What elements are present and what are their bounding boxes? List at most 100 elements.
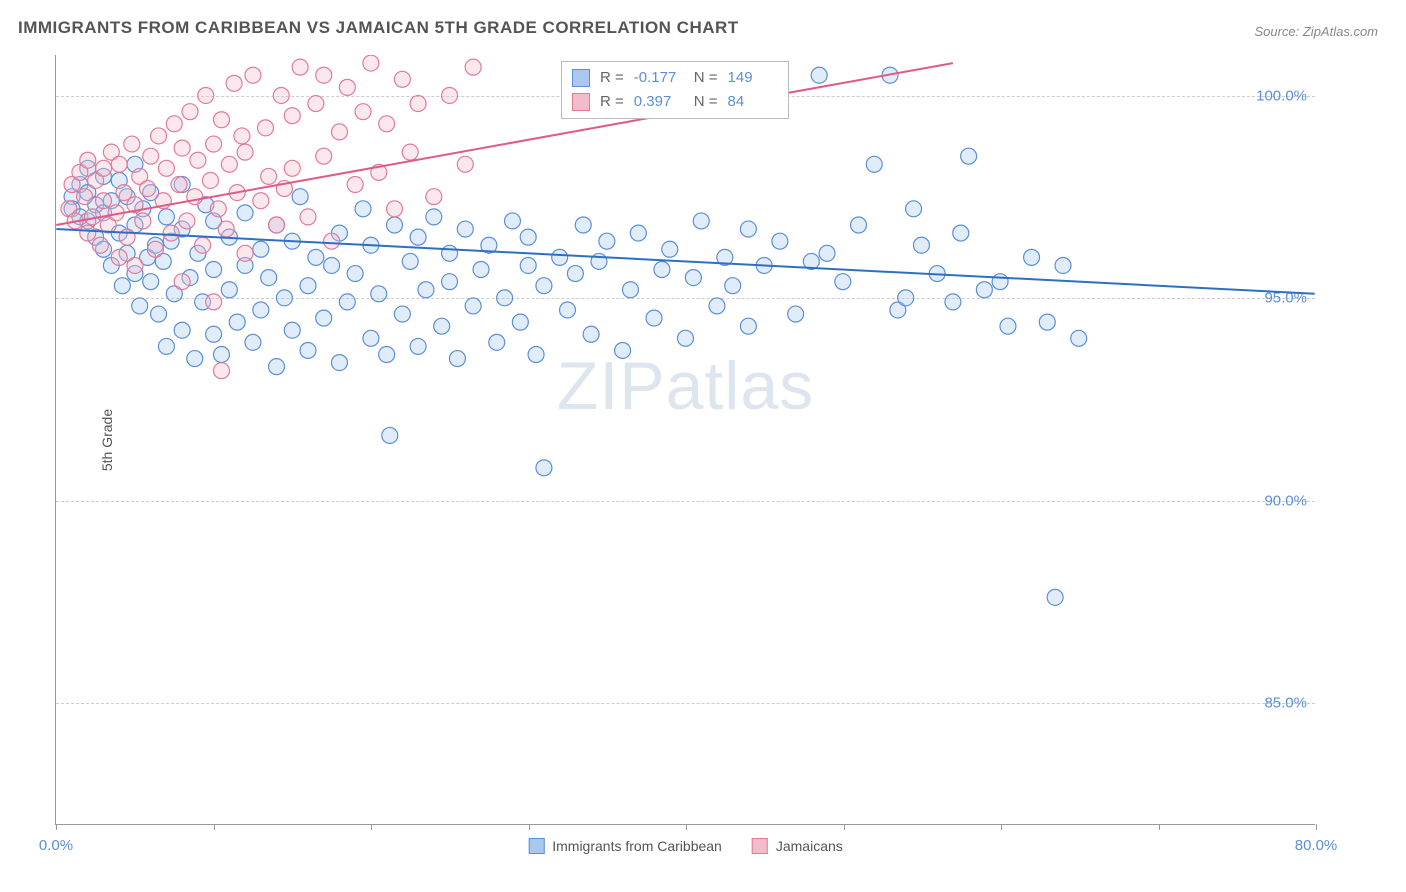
x-tick-mark [56, 824, 57, 830]
stats-swatch [572, 93, 590, 111]
scatter-point [64, 201, 80, 217]
scatter-point [206, 294, 222, 310]
scatter-point [182, 270, 198, 286]
scatter-point [339, 79, 355, 95]
scatter-point [882, 67, 898, 83]
scatter-point [234, 128, 250, 144]
scatter-point [135, 201, 151, 217]
scatter-point [379, 116, 395, 132]
scatter-point [213, 363, 229, 379]
scatter-point [316, 67, 332, 83]
scatter-point [127, 266, 143, 282]
scatter-point [158, 160, 174, 176]
scatter-point [132, 168, 148, 184]
scatter-point [245, 67, 261, 83]
scatter-point [693, 213, 709, 229]
scatter-point [210, 201, 226, 217]
y-tick-label: 85.0% [1264, 695, 1307, 712]
scatter-point [630, 225, 646, 241]
scatter-point [371, 286, 387, 302]
scatter-point [72, 164, 88, 180]
scatter-point [147, 237, 163, 253]
scatter-point [269, 217, 285, 233]
scatter-point [324, 233, 340, 249]
scatter-point [206, 262, 222, 278]
stats-n-label: N = [694, 66, 718, 90]
scatter-point [1024, 249, 1040, 265]
scatter-point [379, 347, 395, 363]
scatter-point [961, 148, 977, 164]
scatter-point [195, 294, 211, 310]
scatter-point [929, 266, 945, 282]
scatter-point [835, 274, 851, 290]
scatter-point [906, 201, 922, 217]
scatter-point [174, 221, 190, 237]
legend-label: Jamaicans [776, 838, 843, 854]
scatter-point [111, 172, 127, 188]
stats-row: R = 0.397 N = 84 [572, 90, 778, 114]
scatter-point [103, 144, 119, 160]
scatter-point [127, 197, 143, 213]
scatter-point [237, 257, 253, 273]
scatter-point [67, 213, 83, 229]
scatter-point [1039, 314, 1055, 330]
scatter-point [108, 205, 124, 221]
x-tick-mark [371, 824, 372, 830]
scatter-point [77, 189, 93, 205]
scatter-point [599, 233, 615, 249]
scatter-point [442, 245, 458, 261]
scatter-point [190, 245, 206, 261]
scatter-point [402, 253, 418, 269]
scatter-point [709, 298, 725, 314]
scatter-point [111, 156, 127, 172]
scatter-point [96, 241, 112, 257]
stats-legend-box: R = -0.177 N = 149 R = 0.397 N = 84 [561, 61, 789, 119]
scatter-point [1071, 330, 1087, 346]
scatter-point [158, 209, 174, 225]
x-tick-mark [214, 824, 215, 830]
scatter-point [72, 209, 88, 225]
scatter-point [331, 225, 347, 241]
scatter-point [1055, 257, 1071, 273]
scatter-point [127, 217, 143, 233]
scatter-point [143, 148, 159, 164]
scatter-point [127, 156, 143, 172]
scatter-point [96, 193, 112, 209]
chart-title: IMMIGRANTS FROM CARIBBEAN VS JAMAICAN 5T… [18, 18, 739, 38]
scatter-point [382, 427, 398, 443]
scatter-point [300, 342, 316, 358]
scatter-point [803, 253, 819, 269]
scatter-point [481, 237, 497, 253]
scatter-point [151, 306, 167, 322]
scatter-point [237, 245, 253, 261]
scatter-point [945, 294, 961, 310]
scatter-point [221, 229, 237, 245]
scatter-point [258, 120, 274, 136]
bottom-legend: Immigrants from CaribbeanJamaicans [528, 838, 843, 854]
scatter-point [457, 156, 473, 172]
scatter-point [410, 229, 426, 245]
x-tick-mark [1001, 824, 1002, 830]
scatter-point [363, 55, 379, 71]
scatter-point [324, 257, 340, 273]
scatter-point [308, 249, 324, 265]
scatter-point [394, 71, 410, 87]
scatter-point [143, 185, 159, 201]
x-tick-mark [844, 824, 845, 830]
scatter-point [174, 140, 190, 156]
scatter-point [772, 233, 788, 249]
scatter-point [292, 189, 308, 205]
x-tick-label: 0.0% [39, 837, 73, 854]
scatter-point [147, 241, 163, 257]
scatter-point [119, 229, 135, 245]
scatter-point [520, 257, 536, 273]
scatter-point [127, 257, 143, 273]
scatter-point [284, 322, 300, 338]
scatter-point [119, 245, 135, 261]
scatter-point [866, 156, 882, 172]
scatter-point [269, 359, 285, 375]
scatter-point [276, 181, 292, 197]
scatter-point [206, 136, 222, 152]
scatter-point [890, 302, 906, 318]
scatter-point [206, 213, 222, 229]
